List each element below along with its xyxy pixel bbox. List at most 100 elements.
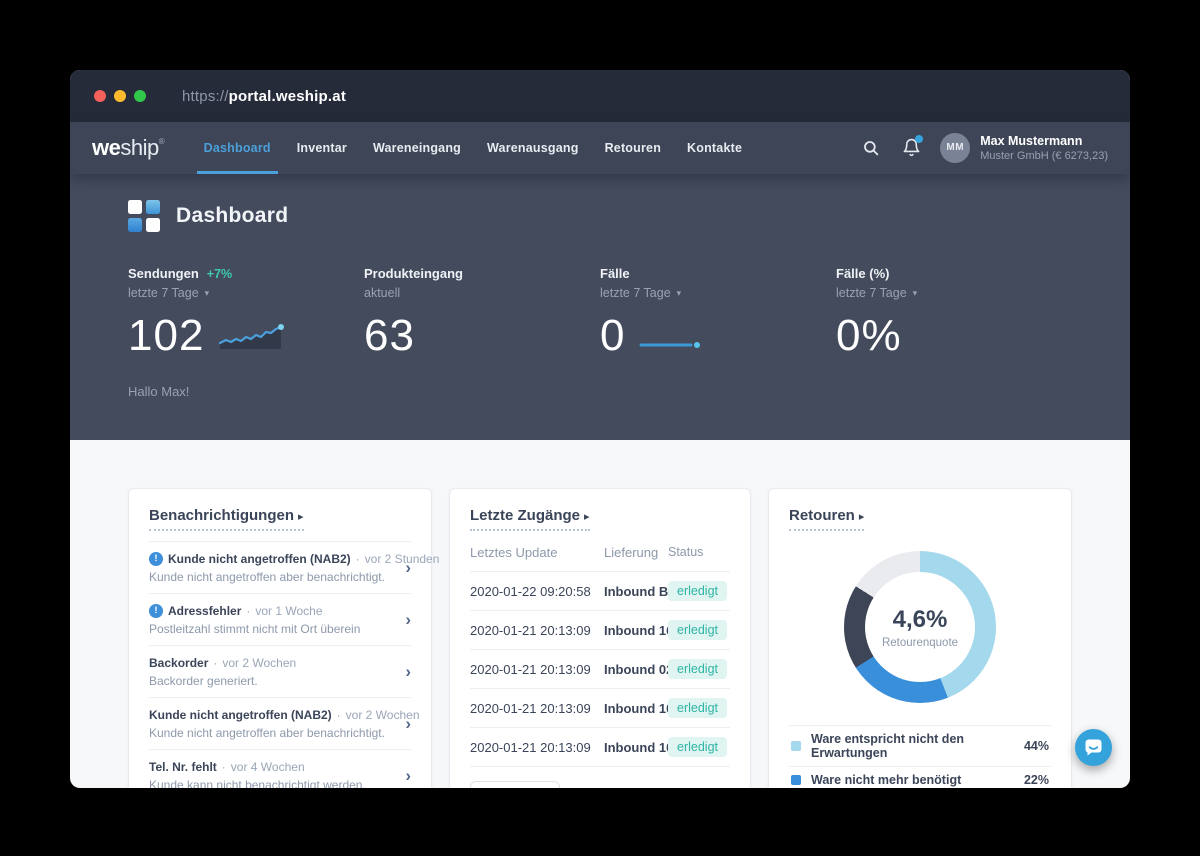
chevron-right-icon: › — [405, 713, 411, 733]
tab-kontakte[interactable]: Kontakte — [687, 141, 743, 155]
status-badge: erledigt — [668, 737, 727, 757]
tab-dashboard[interactable]: Dashboard — [191, 122, 284, 174]
kpi-produkteingang: Produkteingang aktuell 63 — [364, 266, 600, 358]
kpi-period: aktuell — [364, 286, 401, 300]
notifications-card: Benachrichtigungen ▸ ! Kunde nicht angetr… — [128, 488, 439, 789]
kpi-faelle-prozent: Fälle (%) letzte 7 Tage ▾ 0% — [836, 266, 1072, 358]
notification-item[interactable]: ! Adressfehler · vor 1 Woche Postleitzah… — [149, 594, 411, 646]
logo-bold: we — [92, 135, 121, 160]
status-badge: erledigt — [668, 581, 727, 601]
kpi-faelle: Fälle letzte 7 Tage ▾ 0 — [600, 266, 836, 358]
table-row[interactable]: 2020-01-21 20:13:09 Inbound 02-12-20… er… — [470, 650, 730, 689]
status-badge: erledigt — [668, 620, 727, 640]
notification-item[interactable]: ! Kunde nicht angetroffen (NAB2) · vor 2… — [149, 541, 439, 594]
page-title: Dashboard — [176, 204, 289, 227]
arrow-right-icon: ▸ — [298, 511, 304, 523]
greeting-text: Hallo Max! — [128, 384, 190, 399]
returns-donut-chart: 4,6% Retourenquote — [844, 551, 996, 703]
table-row[interactable]: 2020-01-21 20:13:09 Inbound 10-12-20… er… — [470, 728, 730, 767]
legend-swatch — [791, 775, 801, 785]
notifications-card-title[interactable]: Benachrichtigungen ▸ — [149, 507, 304, 531]
table-row[interactable]: 2020-01-21 20:13:09 Inbound 16-12-20… er… — [470, 611, 730, 650]
recent-additions-card: Letzte Zugänge ▸ Letztes Update Lieferung… — [449, 488, 751, 788]
kpi-period-dropdown[interactable]: letzte 7 Tage ▾ — [836, 286, 918, 300]
chevron-right-icon: › — [405, 609, 411, 629]
kpi-label: Fälle (%) — [836, 266, 890, 281]
nav-right-cluster: MM Max Mustermann Muster GmbH (€ 6273,23… — [860, 132, 1108, 164]
browser-chrome: https://portal.weship.at — [70, 70, 1130, 122]
legend-swatch — [791, 741, 801, 751]
kpi-period-dropdown[interactable]: letzte 7 Tage ▾ — [128, 286, 210, 300]
notification-item[interactable]: Backorder · vor 2 Wochen Backorder gener… — [149, 646, 411, 698]
returns-card-title[interactable]: Retouren ▸ — [789, 507, 865, 531]
tab-wareneingang[interactable]: Wareneingang — [372, 141, 462, 155]
arrow-right-icon: ▸ — [584, 511, 590, 523]
address-bar[interactable]: https://portal.weship.at — [182, 88, 346, 105]
kpi-label: Fälle — [600, 266, 630, 281]
hero-section: Dashboard Sendungen +7% letzte 7 Tage ▾ 1… — [70, 174, 1130, 440]
sparkline-flat — [639, 342, 701, 348]
weship-logo[interactable]: we ship ® — [92, 137, 165, 159]
window-controls — [94, 90, 146, 102]
kpi-label: Produkteingang — [364, 266, 463, 281]
user-menu[interactable]: MM Max Mustermann Muster GmbH (€ 6273,23… — [940, 132, 1108, 164]
table-row[interactable]: 2020-01-21 20:13:09 Inbound 10-12-20… er… — [470, 689, 730, 728]
logo-registered-mark: ® — [158, 137, 165, 146]
chevron-right-icon: › — [405, 661, 411, 681]
table-row[interactable]: 2020-01-22 09:20:58 Inbound Blender… erl… — [470, 572, 730, 611]
tab-retouren[interactable]: Retouren — [604, 141, 662, 155]
close-window-button[interactable] — [94, 90, 106, 102]
kpi-value: 63 — [364, 311, 415, 360]
recent-additions-card-title[interactable]: Letzte Zugänge ▸ — [470, 507, 590, 531]
legend-item: Ware nicht mehr benötigt 22% — [789, 766, 1051, 788]
main-navbar: we ship ® Dashboard Inventar Wareneingang … — [70, 122, 1130, 174]
maximize-window-button[interactable] — [134, 90, 146, 102]
dashboard-content: Benachrichtigungen ▸ ! Kunde nicht angetr… — [70, 440, 1130, 788]
chevron-down-icon: ▾ — [676, 287, 682, 298]
tab-inventar[interactable]: Inventar — [296, 141, 347, 155]
nav-tabs: Dashboard Inventar Wareneingang Warenaus… — [191, 122, 756, 174]
dashboard-grid-icon — [128, 200, 160, 232]
chevron-right-icon: › — [405, 557, 411, 577]
user-name: Max Mustermann — [980, 133, 1083, 148]
status-badge: erledigt — [668, 659, 727, 679]
returns-rate-value: 4,6% — [892, 605, 948, 633]
legend-item: Ware entspricht nicht den Erwartungen 44… — [789, 725, 1051, 766]
kpi-sendungen: Sendungen +7% letzte 7 Tage ▾ 102 — [128, 266, 364, 358]
kpi-value: 0% — [836, 311, 902, 360]
tab-warenausgang[interactable]: Warenausgang — [487, 141, 579, 155]
chevron-down-icon: ▾ — [912, 287, 918, 298]
notification-item[interactable]: Tel. Nr. fehlt · vor 4 Wochen Kunde kann… — [149, 750, 411, 789]
kpi-value: 102 — [128, 311, 205, 360]
show-more-button[interactable] — [470, 781, 560, 788]
kpi-label: Sendungen — [128, 266, 199, 281]
logo-light: ship — [120, 135, 159, 160]
recent-additions-table: Letztes Update Lieferung Status 2020-01-… — [470, 545, 730, 767]
avatar: MM — [940, 132, 971, 163]
browser-window: https://portal.weship.at we ship ® Dashboa… — [70, 70, 1130, 788]
notification-item[interactable]: Kunde nicht angetroffen (NAB2) · vor 2 W… — [149, 698, 420, 750]
arrow-right-icon: ▸ — [858, 511, 865, 523]
kpi-period-dropdown[interactable]: letzte 7 Tage ▾ — [600, 286, 682, 300]
search-icon[interactable] — [860, 137, 882, 159]
alert-info-icon: ! — [149, 603, 163, 618]
url-host: portal.weship.at — [228, 87, 347, 105]
status-badge: erledigt — [668, 698, 727, 718]
user-company: Muster GmbH (€ 6273,23) — [980, 149, 1108, 162]
alert-info-icon: ! — [149, 551, 163, 566]
table-header: Letztes Update Lieferung Status — [470, 545, 730, 572]
returns-rate-label: Retourenquote — [881, 636, 959, 649]
chevron-down-icon: ▾ — [204, 287, 210, 298]
minimize-window-button[interactable] — [114, 90, 126, 102]
chat-bubble-icon — [1085, 739, 1102, 756]
returns-legend: Ware entspricht nicht den Erwartungen 44… — [789, 725, 1051, 788]
kpi-row: Sendungen +7% letzte 7 Tage ▾ 102 Produkt… — [128, 266, 1072, 358]
chevron-right-icon: › — [405, 765, 411, 785]
returns-card: Retouren ▸ 4,6% Retourenquote Ware entspr… — [768, 488, 1072, 788]
kpi-value: 0 — [600, 311, 626, 360]
chat-widget-button[interactable] — [1075, 729, 1112, 766]
sparkline-rising — [219, 324, 285, 349]
url-scheme: https:// — [182, 87, 229, 105]
notifications-bell-icon[interactable] — [900, 134, 924, 159]
kpi-delta: +7% — [206, 267, 233, 281]
